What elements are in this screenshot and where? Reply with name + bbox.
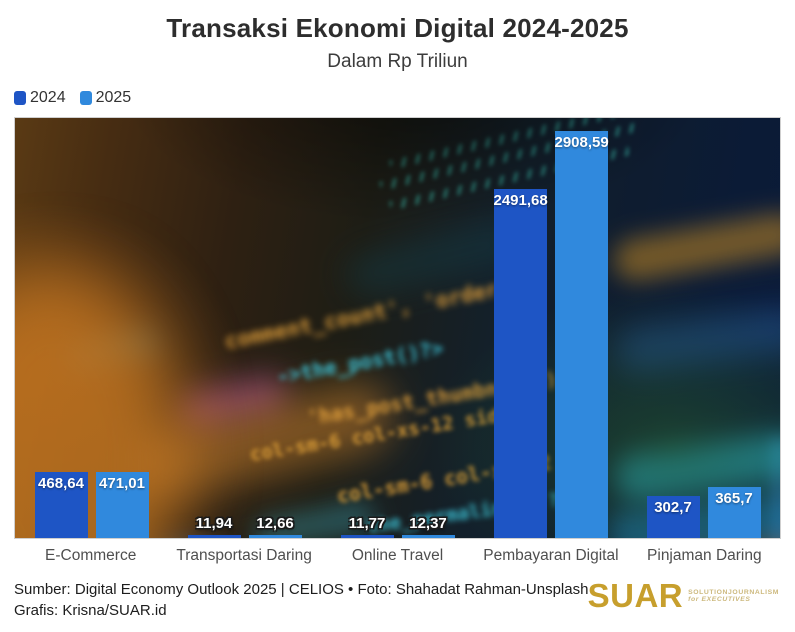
legend-label-2024: 2024 [30,89,66,106]
footer: Sumber: Digital Economy Outlook 2025 | C… [0,579,795,621]
bar-2024-pinjaman-daring: 302,7 [646,495,700,538]
value-label-2024-pinjaman-daring: 302,7 [654,498,692,516]
chart-legend: 2024 2025 [14,89,795,107]
bar-2025-e-commerce: 471,01 [95,472,149,538]
source-credit-line: Sumber: Digital Economy Outlook 2025 | C… [14,581,589,598]
value-label-2024-e-commerce: 468,64 [38,475,84,493]
bar-2025-pembayaran-digital: 2908,59 [554,131,609,538]
x-axis-labels: E-Commerce Transportasi Daring Online Trav… [14,547,781,565]
page-title: Transaksi Ekonomi Digital 2024-2025 [166,13,629,43]
value-label-2025-pinjaman-daring: 365,7 [715,489,753,507]
x-axis-label-transportasi-daring: Transportasi Daring [176,547,312,564]
legend-swatch-2024-icon [14,91,26,105]
value-label-2025-online-travel: 12,37 [409,514,447,532]
bar-2025-pinjaman-daring: 365,7 [707,486,761,538]
suar-tagline-line2: for EXECUTIVES [688,596,751,603]
legend-label-2025: 2025 [95,89,132,106]
value-label-2025-e-commerce: 471,01 [99,475,145,493]
value-label-2024-transportasi-daring: 11,94 [195,514,233,532]
bar-2024-pembayaran-digital: 2491,68 [493,189,548,538]
suar-logo: SUAR SOLUTIONJOURNALISM for EXECUTIVES [587,577,779,614]
graphics-credit-line: Grafis: Krisna/SUAR.id [14,602,167,619]
suar-logo-tagline: SOLUTIONJOURNALISM for EXECUTIVES [688,589,779,603]
bar-2024-transportasi-daring: 11,94 [187,515,241,538]
category-group-e-commerce: 468,64 471,01 [15,118,168,538]
legend-item-2025: 2025 [79,89,132,107]
bar-2024-online-travel: 11,77 [340,515,394,538]
suar-tagline-line1: SOLUTIONJOURNALISM [688,589,779,596]
category-group-online-travel: 11,77 12,37 [321,118,474,538]
bar-2025-transportasi-daring: 12,66 [248,515,302,538]
category-group-transportasi-daring: 11,94 12,66 [168,118,321,538]
suar-logo-wordmark: SUAR [587,577,684,614]
category-group-pinjaman-daring: 302,7 365,7 [627,118,780,538]
category-group-pembayaran-digital: 2491,68 2908,59 [474,118,627,538]
value-label-2025-transportasi-daring: 12,66 [256,514,294,532]
bar-chart: 468,64 471,01 11,94 12,66 11,77 12,37 2491,68 2… [14,117,781,539]
bars-layer: 468,64 471,01 11,94 12,66 11,77 12,37 2491,68 2… [15,118,780,538]
header: Transaksi Ekonomi Digital 2024-2025 Dala… [0,0,795,73]
page-subtitle: Dalam Rp Triliun [327,51,468,72]
x-axis-label-e-commerce: E-Commerce [45,547,137,564]
legend-item-2024: 2024 [14,89,66,107]
x-axis-label-pinjaman-daring: Pinjaman Daring [647,547,762,564]
value-label-2024-pembayaran-digital: 2491,68 [493,192,548,210]
bar-2024-e-commerce: 468,64 [34,472,88,538]
x-axis-label-pembayaran-digital: Pembayaran Digital [483,547,619,564]
legend-swatch-2025-icon [79,91,92,105]
bar-2025-online-travel: 12,37 [401,515,455,538]
value-label-2025-pembayaran-digital: 2908,59 [554,134,609,151]
value-label-2024-online-travel: 11,77 [348,514,386,532]
x-axis-label-online-travel: Online Travel [351,547,444,564]
